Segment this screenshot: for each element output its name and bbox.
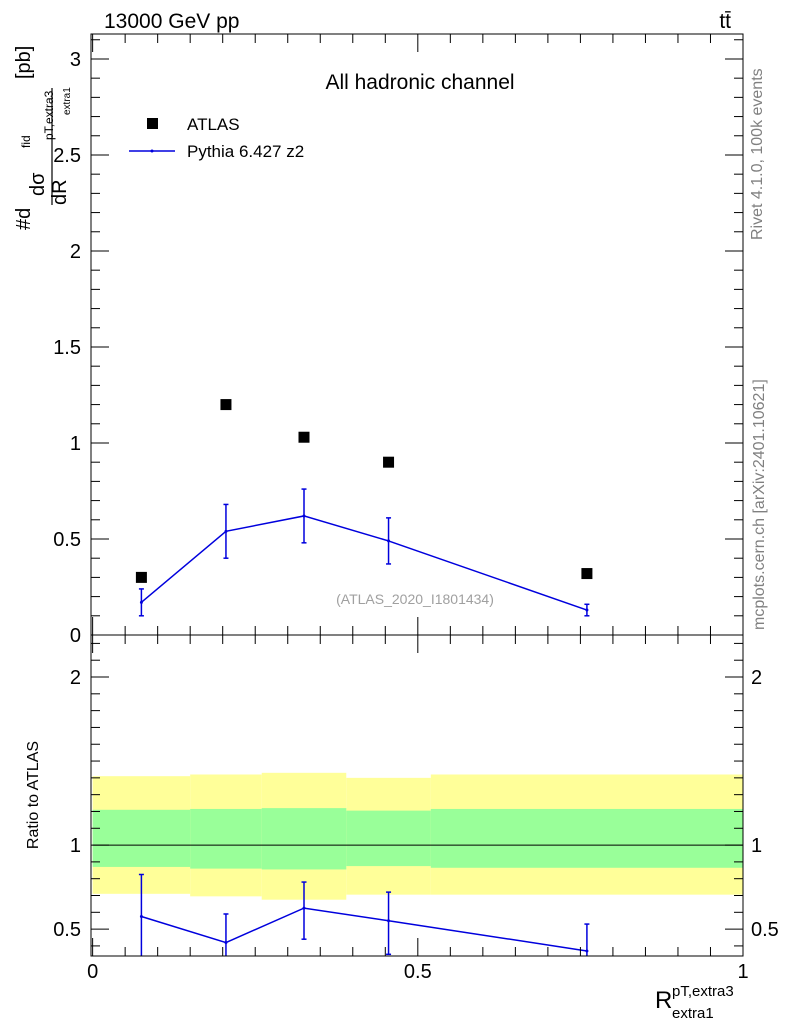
analysis-tag: (ATLAS_2020_I1801434) bbox=[336, 591, 494, 607]
pythia-point bbox=[302, 514, 306, 518]
ratio-band-green bbox=[430, 808, 743, 868]
main-panel: 0 0.5 1 1.5 2 2.5 3 All hadronic channel ATLAS… bbox=[53, 33, 744, 647]
main-y-axis-fraction: dσ fid pT,extra3 dR extra1 [pb] bbox=[13, 46, 73, 205]
ratio-panel: 0.5 0.51 12 2 0 0.5 1 bbox=[53, 634, 779, 983]
ylabel-num-sub: pT,extra3 bbox=[42, 90, 56, 140]
legend: ATLAS Pythia 6.427 z2 bbox=[129, 115, 304, 161]
ratio-point bbox=[585, 949, 589, 953]
ylabel-unit: [pb] bbox=[13, 46, 35, 79]
ratio-x-ticks bbox=[92, 635, 744, 956]
main-y-tick-label: 1.5 bbox=[53, 337, 81, 359]
x-axis-label: R pT,extra3 extra1 bbox=[655, 983, 734, 1022]
ratio-band-green bbox=[346, 810, 431, 867]
ylabel-num: dσ bbox=[27, 172, 49, 196]
main-y-tick-label: 0.5 bbox=[53, 529, 81, 551]
ratio-point bbox=[302, 906, 306, 910]
ratio-data-layer bbox=[138, 873, 590, 956]
atlas-marker bbox=[135, 571, 147, 583]
ratio-band-green bbox=[92, 809, 191, 867]
energy-label: 13000 GeV pp bbox=[104, 10, 239, 33]
ratio-point bbox=[224, 941, 228, 945]
chart-title: All hadronic channel bbox=[325, 71, 514, 94]
main-y-tick-label: 2 bbox=[70, 241, 81, 263]
svg-text:#d: #d bbox=[13, 208, 35, 230]
ratio-x-tick-labels: 0 0.5 1 bbox=[87, 961, 748, 983]
legend-marker-atlas bbox=[147, 118, 158, 129]
atlas-marker bbox=[220, 399, 232, 411]
ratio-y-axis-label: Ratio to ATLAS bbox=[25, 741, 42, 849]
mcplots-label: mcplots.cern.ch [arXiv:2401.10621] bbox=[751, 379, 768, 630]
pythia-point bbox=[139, 600, 143, 604]
legend-label-pythia: Pythia 6.427 z2 bbox=[187, 142, 304, 161]
main-y-tick-labels: 0 0.5 1 1.5 2 2.5 3 bbox=[53, 49, 81, 647]
x-tick-label: 0.5 bbox=[404, 961, 432, 983]
ratio-y-tick-label-left: 1 bbox=[70, 835, 81, 857]
ratio-band-green bbox=[190, 808, 262, 869]
ratio-point bbox=[139, 915, 143, 919]
ylabel-den: dR bbox=[49, 179, 71, 205]
ratio-bands bbox=[92, 772, 743, 900]
xlabel-sub: extra1 bbox=[672, 1005, 714, 1022]
ratio-frame bbox=[90, 634, 744, 957]
ratio-y-tick-label-right: 2 bbox=[751, 667, 762, 689]
ratio-y-tick-labels: 0.5 0.5 1 1 2 2 bbox=[53, 667, 779, 941]
pythia-point bbox=[585, 608, 589, 612]
rivet-label: Rivet 4.1.0, 100k events bbox=[749, 68, 766, 240]
ylabel-num-sup: fid bbox=[19, 135, 33, 148]
process-label: tt̄ bbox=[719, 10, 731, 33]
atlas-marker bbox=[298, 431, 310, 443]
legend-dot-pythia bbox=[150, 149, 154, 153]
main-y-tick-label: 3 bbox=[70, 49, 81, 71]
main-y-axis-label: #d bbox=[13, 208, 35, 230]
pythia-point bbox=[387, 539, 391, 543]
main-y-tick-label: 1 bbox=[70, 433, 81, 455]
ratio-y-tick-label-left: 0.5 bbox=[53, 919, 81, 941]
main-data-layer bbox=[135, 399, 593, 617]
main-y-tick-label: 0 bbox=[70, 625, 81, 647]
ratio-pythia-line bbox=[141, 907, 588, 952]
ratio-band-green bbox=[261, 808, 347, 870]
ratio-y-tick-label-left: 2 bbox=[70, 667, 81, 689]
ylabel-den-sub: extra1 bbox=[62, 87, 73, 115]
ylabel-prefix: #d bbox=[13, 208, 35, 230]
xlabel-base: R bbox=[655, 987, 672, 1014]
pythia-point bbox=[224, 529, 228, 533]
xlabel-sup: pT,extra3 bbox=[672, 983, 734, 1000]
ratio-point bbox=[387, 919, 391, 923]
legend-label-atlas: ATLAS bbox=[187, 115, 240, 134]
ratio-y-ticks bbox=[91, 642, 743, 947]
main-y-ticks bbox=[91, 39, 743, 636]
ratio-y-tick-label-right: 0.5 bbox=[751, 919, 779, 941]
ratio-y-tick-label-right: 1 bbox=[751, 835, 762, 857]
atlas-marker bbox=[383, 456, 395, 468]
main-y-tick-label: 2.5 bbox=[53, 145, 81, 167]
x-tick-label: 1 bbox=[737, 961, 748, 983]
main-x-ticks bbox=[92, 34, 744, 635]
x-tick-label: 0 bbox=[87, 961, 98, 983]
atlas-marker bbox=[581, 568, 593, 580]
